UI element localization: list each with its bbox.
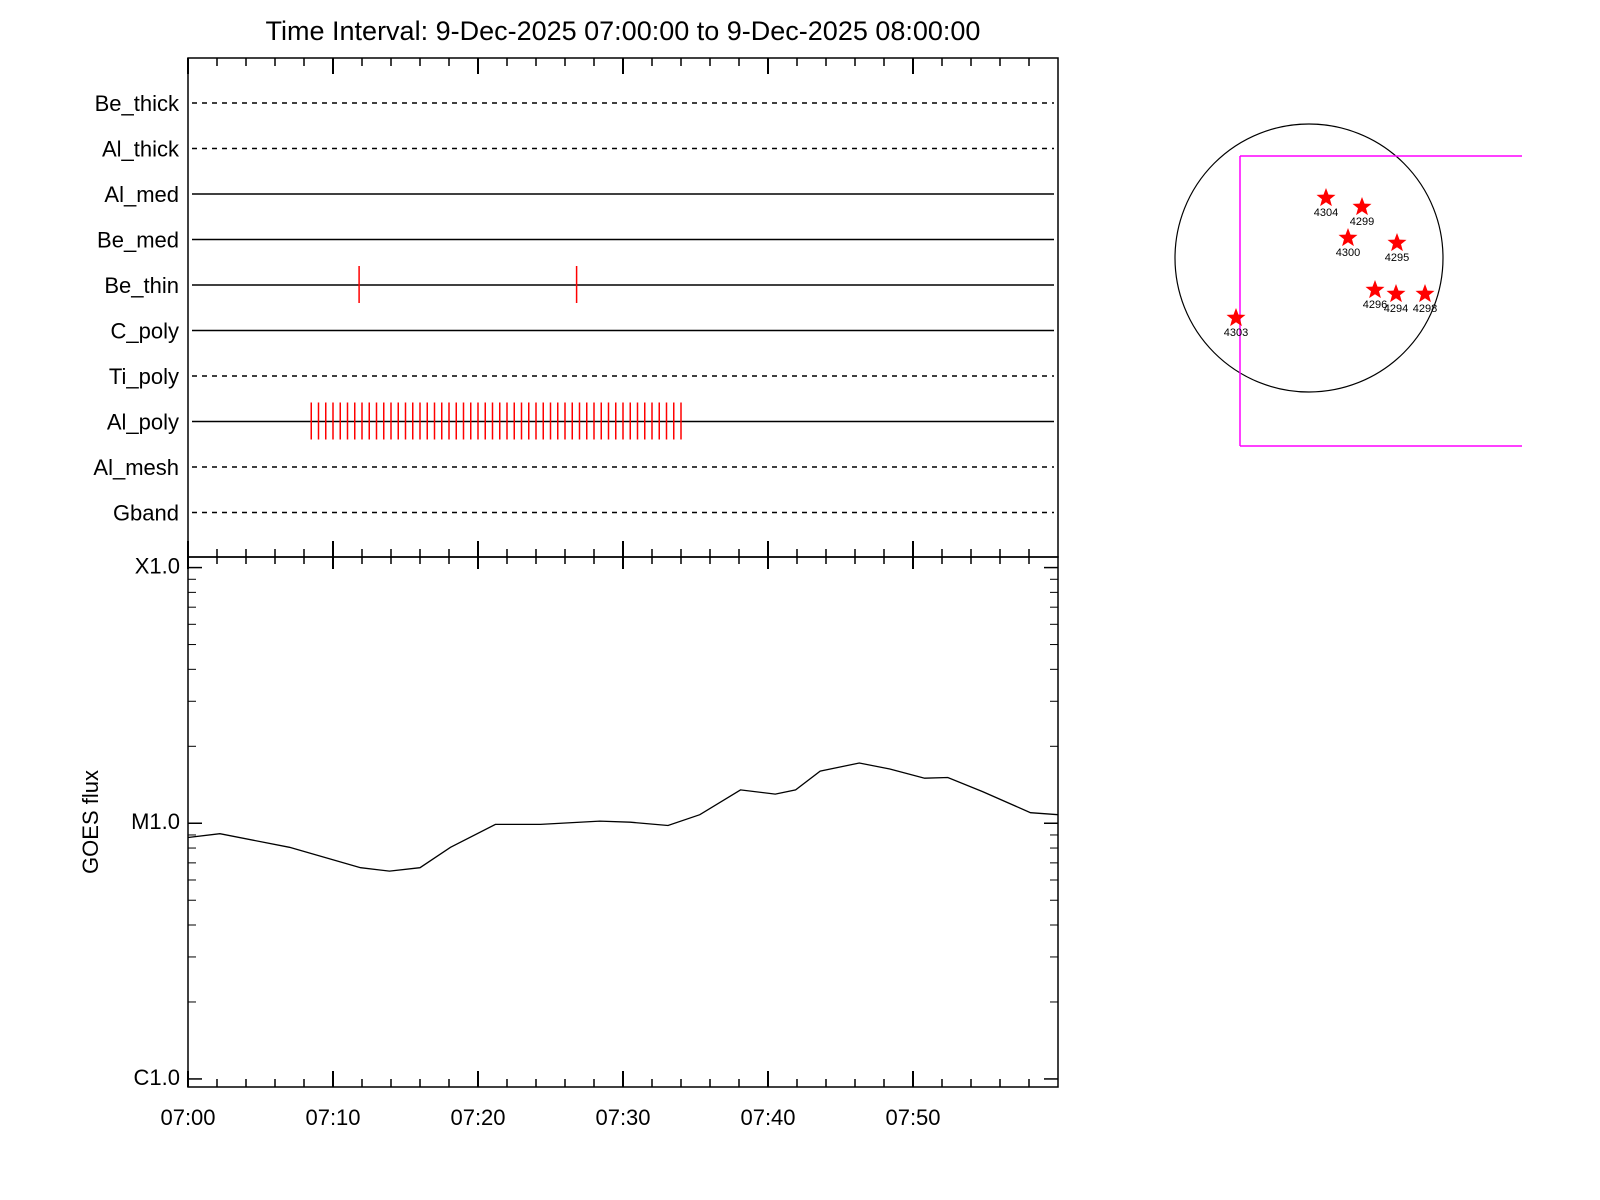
region-label: 4303 xyxy=(1224,327,1248,339)
row-label: Gband xyxy=(113,500,179,525)
x-tick-label: 07:20 xyxy=(450,1105,505,1130)
region-star xyxy=(1387,233,1407,252)
region-label: 4296 xyxy=(1363,299,1387,311)
row-label: Be_thin xyxy=(104,273,179,298)
strip-frame xyxy=(187,57,1059,558)
chart-title: Time Interval: 9-Dec-2025 07:00:00 to 9-… xyxy=(266,16,981,46)
x-tick-label: 07:50 xyxy=(885,1105,940,1130)
y-tick-label: M1.0 xyxy=(131,809,180,834)
region-label: 4299 xyxy=(1350,216,1374,228)
row-label: Be_med xyxy=(97,227,179,252)
region-star xyxy=(1352,197,1372,216)
row-label: Al_mesh xyxy=(93,455,179,480)
region-star xyxy=(1316,188,1336,207)
region-label: 4298 xyxy=(1413,303,1437,315)
row-label: Al_poly xyxy=(107,409,179,434)
y-axis-label: GOES flux xyxy=(78,770,103,874)
x-tick-label: 07:40 xyxy=(740,1105,795,1130)
region-star xyxy=(1226,308,1246,327)
region-label: 4294 xyxy=(1384,303,1408,315)
region-star xyxy=(1338,228,1358,247)
row-label: Be_thick xyxy=(95,91,180,116)
region-label: 4295 xyxy=(1385,252,1409,264)
region-star xyxy=(1365,280,1385,299)
region-star xyxy=(1386,284,1406,303)
region-star xyxy=(1415,284,1435,303)
region-label: 4300 xyxy=(1336,247,1360,259)
x-tick-label: 07:00 xyxy=(160,1105,215,1130)
row-label: Al_med xyxy=(104,182,179,207)
solar-disk xyxy=(1174,123,1444,393)
x-tick-label: 07:10 xyxy=(305,1105,360,1130)
row-label: Al_thick xyxy=(102,136,180,161)
row-label: Ti_poly xyxy=(109,364,179,389)
row-label: C_poly xyxy=(111,318,179,343)
y-tick-label: X1.0 xyxy=(135,553,180,578)
x-tick-label: 07:30 xyxy=(595,1105,650,1130)
flux-line xyxy=(187,762,1059,872)
region-label: 4304 xyxy=(1314,207,1338,219)
y-tick-label: C1.0 xyxy=(134,1065,180,1090)
